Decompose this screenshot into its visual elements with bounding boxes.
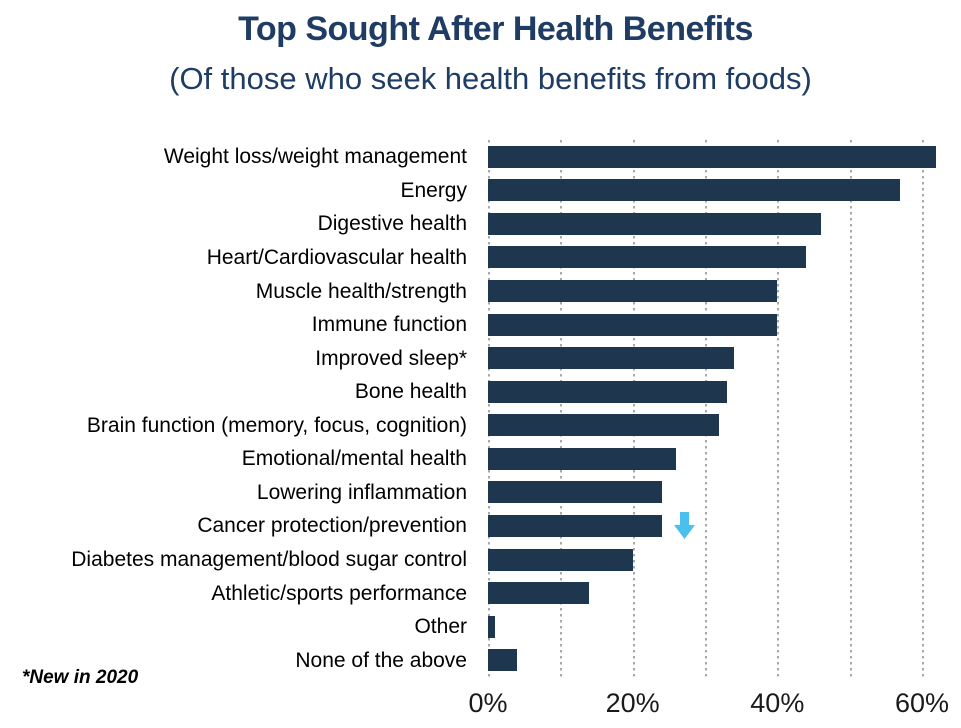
bar — [488, 649, 517, 672]
chart-row: Emotional/mental health — [0, 442, 961, 476]
bar — [488, 514, 662, 537]
bar-chart: Weight loss/weight management Energy Diges… — [0, 140, 961, 677]
bar — [488, 347, 734, 370]
bar — [488, 280, 778, 303]
x-tick-label: 60% — [894, 688, 949, 718]
chart-rows: Weight loss/weight management Energy Diges… — [0, 140, 961, 677]
chart-row: Athletic/sports performance — [0, 576, 961, 610]
gridline-0pct — [488, 140, 490, 677]
footnote: *New in 2020 — [22, 667, 139, 688]
category-label: Other — [414, 615, 467, 639]
chart-row: Energy — [0, 174, 961, 208]
bar — [488, 481, 662, 504]
gridline-40pct — [777, 140, 780, 677]
chart-row: Heart/Cardiovascular health — [0, 241, 961, 275]
category-label: Weight loss/weight management — [163, 145, 467, 169]
bar — [488, 179, 901, 202]
page-title: Top Sought After Health Benefits — [238, 10, 753, 48]
category-label: Immune function — [311, 313, 467, 337]
bar — [488, 380, 727, 403]
category-label: Emotional/mental health — [241, 447, 467, 471]
decrease-arrow-icon — [673, 512, 695, 540]
chart-row: Cancer protection/prevention — [0, 509, 961, 543]
x-tick-label: 40% — [750, 688, 805, 718]
bar — [488, 212, 821, 235]
bar — [488, 447, 677, 470]
bar — [488, 145, 937, 168]
category-label: Brain function (memory, focus, cognition… — [86, 413, 467, 437]
gridline-20pct — [632, 140, 635, 677]
chart-row: Brain function (memory, focus, cognition… — [0, 409, 961, 443]
chart-row: None of the above — [0, 643, 961, 677]
gridline-30pct — [704, 140, 707, 677]
category-label: Improved sleep* — [315, 346, 467, 370]
category-label: Lowering inflammation — [256, 480, 467, 504]
page-subtitle: (Of those who seek health benefits from … — [169, 61, 812, 96]
category-label: Bone health — [354, 380, 467, 404]
category-label: Digestive health — [317, 212, 467, 236]
chart-row: Diabetes management/blood sugar control — [0, 543, 961, 577]
gridline-10pct — [560, 140, 563, 677]
category-label: Energy — [400, 178, 467, 202]
category-label: Heart/Cardiovascular health — [206, 245, 467, 269]
category-label: Diabetes management/blood sugar control — [71, 548, 467, 572]
gridline-50pct — [849, 140, 852, 677]
category-label: Muscle health/strength — [255, 279, 467, 303]
bar — [488, 313, 778, 336]
x-tick-label: 20% — [605, 688, 660, 718]
gridline-60pct — [921, 140, 924, 677]
bar — [488, 548, 633, 571]
bar — [488, 414, 720, 437]
category-label: Cancer protection/prevention — [197, 514, 467, 538]
category-label: Athletic/sports performance — [211, 581, 467, 605]
chart-row: Lowering inflammation — [0, 476, 961, 510]
bar — [488, 615, 496, 638]
category-label: None of the above — [295, 648, 467, 672]
chart-row: Bone health — [0, 375, 961, 409]
chart-row: Other — [0, 610, 961, 644]
x-tick-label: 0% — [468, 688, 508, 718]
chart-row: Muscle health/strength — [0, 274, 961, 308]
chart-row: Immune function — [0, 308, 961, 342]
chart-row: Improved sleep* — [0, 341, 961, 375]
chart-row: Weight loss/weight management — [0, 140, 961, 174]
bar — [488, 246, 807, 269]
chart-row: Digestive health — [0, 207, 961, 241]
bar — [488, 582, 590, 605]
